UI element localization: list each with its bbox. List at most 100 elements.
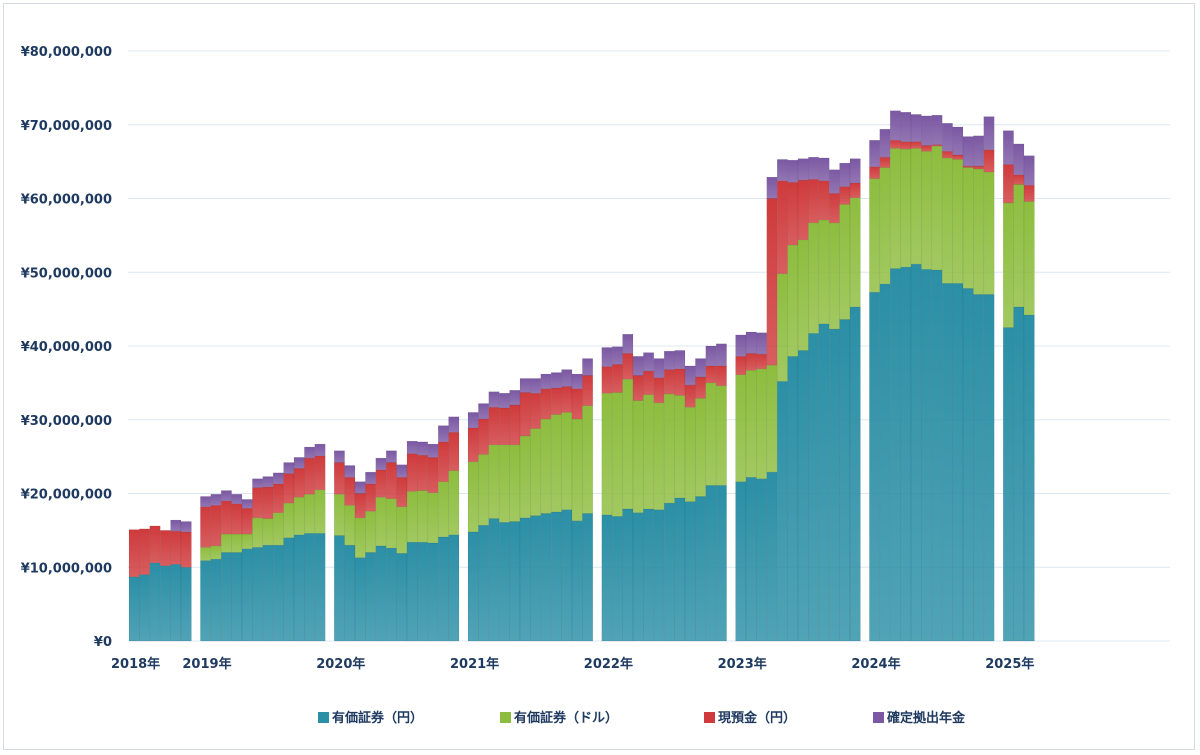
bar-segment — [952, 283, 964, 642]
bar-segment — [653, 358, 665, 378]
bar-segment — [808, 179, 820, 224]
bar-segment — [283, 473, 295, 504]
bar-segment — [632, 512, 644, 642]
bar-segment — [231, 493, 243, 505]
bar-segment — [818, 219, 830, 325]
bar-segment — [488, 518, 500, 642]
bar-segment — [776, 159, 788, 182]
bar-segment — [262, 518, 274, 546]
bar-segment — [333, 450, 345, 463]
bar-segment — [787, 244, 799, 357]
bar-segment — [889, 139, 901, 149]
bar-segment — [159, 565, 171, 642]
y-tick-label: ¥60,000,000 — [21, 193, 112, 208]
bar-segment — [220, 490, 232, 502]
bar-segment — [715, 385, 727, 486]
bar-segment — [582, 513, 594, 642]
bar-segment — [365, 483, 377, 512]
bar-segment — [550, 511, 562, 642]
bar-segment — [735, 481, 747, 642]
bar-segment — [643, 508, 655, 642]
bar-segment — [952, 154, 964, 160]
bar-segment — [1002, 164, 1014, 204]
bar-segment — [808, 222, 820, 334]
bar-segment — [931, 269, 943, 642]
bar-segment — [200, 506, 212, 548]
bar-segment — [344, 544, 356, 642]
bar-segment — [889, 268, 901, 642]
bar-segment — [467, 461, 479, 533]
bar-segment — [241, 499, 253, 509]
year-group — [1002, 130, 1035, 642]
bar-segment — [385, 547, 397, 642]
bar-segment — [869, 178, 881, 293]
bar-segment — [231, 552, 243, 642]
bar-segment — [839, 204, 851, 320]
y-axis: ¥0 ¥10,000,000 ¥20,000,000 ¥30,000,000 ¥40,0… — [21, 45, 112, 650]
bar-segment — [879, 128, 891, 158]
bar-segment — [776, 180, 788, 274]
bar-segment — [333, 535, 345, 642]
bar-segment — [437, 481, 449, 538]
bar-segment — [467, 427, 479, 463]
bar-segment — [787, 159, 799, 183]
x-tick-label: 2021年 — [450, 656, 499, 672]
bar-segment — [488, 444, 500, 519]
bar-segment — [406, 453, 418, 492]
bar-segment — [530, 378, 542, 394]
bar-segment — [272, 512, 284, 546]
bar-segment — [684, 365, 696, 386]
bar-segment — [705, 382, 717, 486]
bar-segment — [540, 513, 552, 642]
year-group — [869, 110, 995, 642]
bar-segment — [705, 345, 717, 367]
bar-segment — [828, 193, 840, 224]
bar-segment — [705, 365, 717, 384]
bar-segment — [231, 503, 243, 535]
bar-segment — [879, 167, 891, 285]
bar-segment — [293, 534, 305, 642]
bar-segment — [519, 378, 531, 393]
bar-segment — [849, 306, 861, 642]
bar-segment — [931, 114, 943, 145]
bar-segment — [622, 353, 634, 380]
bar-segment — [839, 186, 851, 205]
bar-segment — [1002, 202, 1014, 328]
bar-segment — [766, 364, 778, 473]
bar-segment — [427, 443, 439, 458]
bar-segment — [149, 562, 161, 642]
legend-swatch — [704, 712, 715, 723]
bar-segment — [519, 517, 531, 642]
bar-segment — [921, 145, 933, 152]
bar-segment — [498, 407, 510, 446]
bar-segment — [849, 182, 861, 199]
bar-segment — [210, 545, 222, 560]
bar-segment — [601, 514, 613, 642]
bar-segment — [478, 524, 490, 642]
bar-segment — [674, 395, 686, 499]
bar-segment — [1023, 155, 1035, 186]
bar-segment — [900, 266, 912, 642]
bar-segment — [272, 483, 284, 513]
bar-segment — [776, 381, 788, 642]
x-tick-label: 2019年 — [182, 656, 231, 672]
bar-segment — [601, 347, 613, 367]
bar-segment — [663, 502, 675, 642]
bar-segment — [139, 574, 151, 642]
bar-segment — [797, 350, 809, 642]
bar-segment — [818, 157, 830, 182]
bar-segment — [200, 560, 212, 642]
bar-segment — [952, 126, 964, 156]
bar-segment — [448, 432, 460, 471]
year-group — [200, 443, 326, 642]
bar-segment — [910, 148, 922, 265]
bar-segment — [519, 392, 531, 437]
bar-segment — [561, 369, 573, 387]
bar-segment — [170, 519, 182, 532]
y-tick-label: ¥40,000,000 — [21, 340, 112, 355]
bar-segment — [715, 485, 727, 642]
bar-segment — [869, 166, 881, 179]
bar-segment — [467, 412, 479, 429]
bar-segment — [417, 541, 429, 642]
bar-segment — [962, 167, 974, 289]
